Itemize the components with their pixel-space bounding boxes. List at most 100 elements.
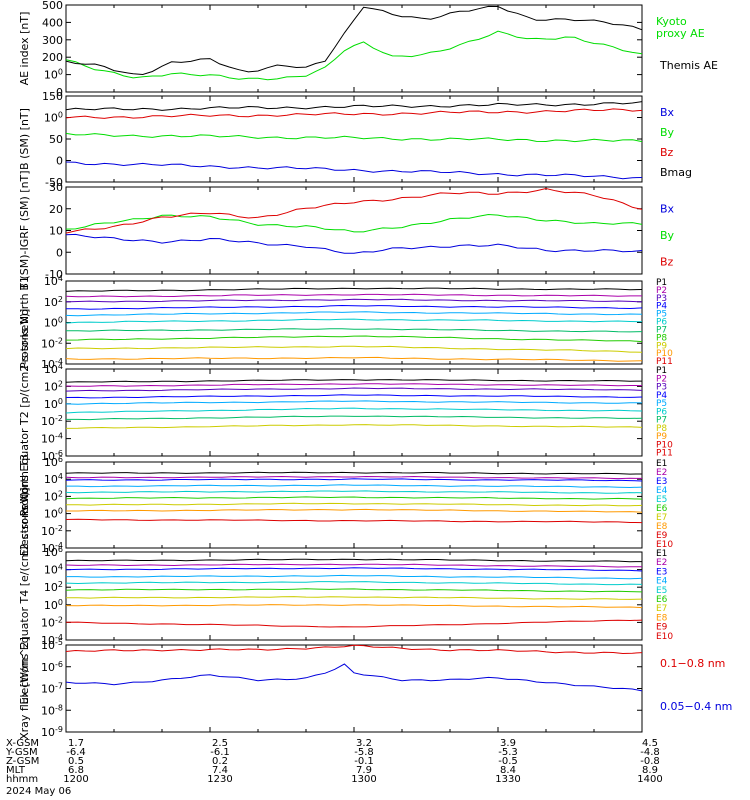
legend-p8: P8 (656, 333, 667, 343)
series-line-p6 (65, 407, 643, 414)
legend-e4: E4 (656, 486, 668, 496)
panel-5: Protons Equator T2 [p/(cm2-s-sr-keV)] P1P… (18, 309, 673, 517)
legend-p3: P3 (656, 383, 667, 393)
legend-p2: P2 (656, 286, 667, 296)
series-line-themis-ae (65, 5, 643, 76)
series-line-p4 (65, 304, 643, 310)
y-tick-label: 0 (56, 246, 63, 259)
y-tick-label: 150 (42, 90, 63, 103)
legend-by: By (660, 126, 675, 139)
legend-p1: P1 (656, 278, 667, 288)
panel-7: Electrons Equator T4 [e/(cm2-s-sr-keV)] E… (18, 487, 673, 704)
legend-p7: P7 (656, 416, 667, 426)
series-line-bz (65, 108, 643, 119)
series-line-p5 (65, 311, 643, 317)
ephemeris-row-label: hhmm (6, 774, 38, 785)
y-axis-label: B (SM) [nT] (18, 108, 31, 170)
series-line-bx (65, 233, 643, 254)
panel-3: B (SM)-IGRF (SM) [nT] Bx By Bz (18, 170, 675, 290)
series-line-e3 (65, 567, 643, 572)
y-tick-label: 100 (44, 316, 63, 330)
y-axis-label: Electrons North T3 (18, 454, 31, 556)
ephemeris-value: 7.4 (212, 765, 228, 776)
series-line-p10 (65, 356, 643, 362)
ephemeris-row-label: Z-GSM (6, 756, 39, 767)
y-tick-label: 500 (42, 0, 63, 12)
series-line-by (65, 132, 643, 143)
series-line-p8 (65, 424, 643, 429)
ephemeris-row-label: MLT (6, 765, 26, 776)
legend-e5: E5 (656, 586, 667, 596)
ephemeris-value: -4.8 (640, 747, 660, 758)
legend-e2: E2 (656, 468, 667, 478)
ephemeris-value: 0.5 (68, 756, 84, 767)
y-tick-label: 50 (49, 133, 63, 146)
series-line-e5 (65, 490, 643, 494)
y-axis-label: AE index [nT] (18, 12, 31, 86)
ephemeris-value: 1300 (351, 774, 376, 785)
y-tick-label: 100 (44, 111, 63, 125)
ephemeris-value: -5.3 (498, 747, 518, 758)
series-line-p1 (65, 379, 643, 383)
y-tick-label: 10-6 (41, 660, 63, 674)
y-tick-label: 100 (44, 598, 63, 612)
series-line-p7 (66, 415, 643, 421)
ephemeris-value: -5.8 (354, 747, 374, 758)
ephemeris-value: -6.4 (66, 747, 86, 758)
series-line-e4 (66, 574, 643, 580)
y-axis-label: Electrons Equator T4 [e/(cm2-s-sr-keV)] (18, 487, 31, 704)
ephemeris-value: -0.1 (354, 756, 374, 767)
legend-themis: Themis AE (659, 59, 718, 72)
legend-bmag: Bmag (660, 166, 692, 179)
series-line-0-1-0-8-nm (65, 644, 643, 655)
ephemeris-value: -0.8 (640, 756, 660, 767)
series-line-p5 (65, 400, 643, 405)
series-line-e5 (65, 581, 643, 586)
y-tick-label: 10-2 (41, 524, 63, 538)
ephemeris-value: 7.9 (356, 765, 372, 776)
series-line-e7 (65, 596, 643, 600)
y-tick-label: 10-2 (41, 414, 63, 428)
legend-e5: E5 (656, 495, 667, 505)
legend-e1: E1 (656, 549, 667, 559)
legend-kyoto: Kyoto (656, 15, 687, 28)
legend-p9: P9 (656, 432, 667, 442)
legend-e10: E10 (656, 540, 673, 550)
y-tick-label: 106 (44, 545, 63, 559)
ephemeris-value: 1230 (207, 774, 232, 785)
y-tick-label: 300 (42, 34, 63, 47)
y-tick-label: 102 (44, 580, 63, 594)
ephemeris-value: 1400 (637, 774, 662, 785)
ephemeris-row-label: X-GSM (6, 738, 39, 749)
panel-frame (65, 644, 643, 733)
y-tick-label: 10-2 (41, 615, 63, 629)
legend-p4: P4 (656, 302, 667, 312)
series-line-e1 (65, 558, 643, 563)
legend-p5: P5 (656, 399, 667, 409)
y-tick-label: 102 (44, 379, 63, 393)
panel-frame (65, 4, 643, 93)
legend-xray-short: 0.05−0.4 nm (660, 700, 732, 713)
series-line-e2 (65, 475, 643, 480)
y-tick-label: 104 (44, 563, 63, 577)
legend-p6: P6 (656, 318, 667, 328)
legend-by: By (660, 229, 675, 242)
series-line-by (65, 213, 643, 233)
series-line-e3 (65, 478, 643, 482)
series-line-kyoto-proxy-ae (65, 30, 643, 81)
panel-2: B (SM) [nT] Bx By Bz Bmag (18, 95, 692, 183)
series-line-bx (65, 101, 643, 111)
series-line-p8 (65, 335, 643, 343)
legend-e10: E10 (656, 632, 673, 642)
legend-p5: P5 (656, 310, 667, 320)
series-line-p4 (65, 394, 643, 399)
series-line-e2 (65, 563, 643, 568)
y-tick-label: 0 (56, 155, 63, 168)
ephemeris-value: -6.1 (210, 747, 230, 758)
y-tick-label: 100 (44, 507, 63, 521)
legend-p8: P8 (656, 424, 667, 434)
y-tick-label: 104 (44, 362, 63, 376)
ephemeris-value: 1200 (63, 774, 88, 785)
